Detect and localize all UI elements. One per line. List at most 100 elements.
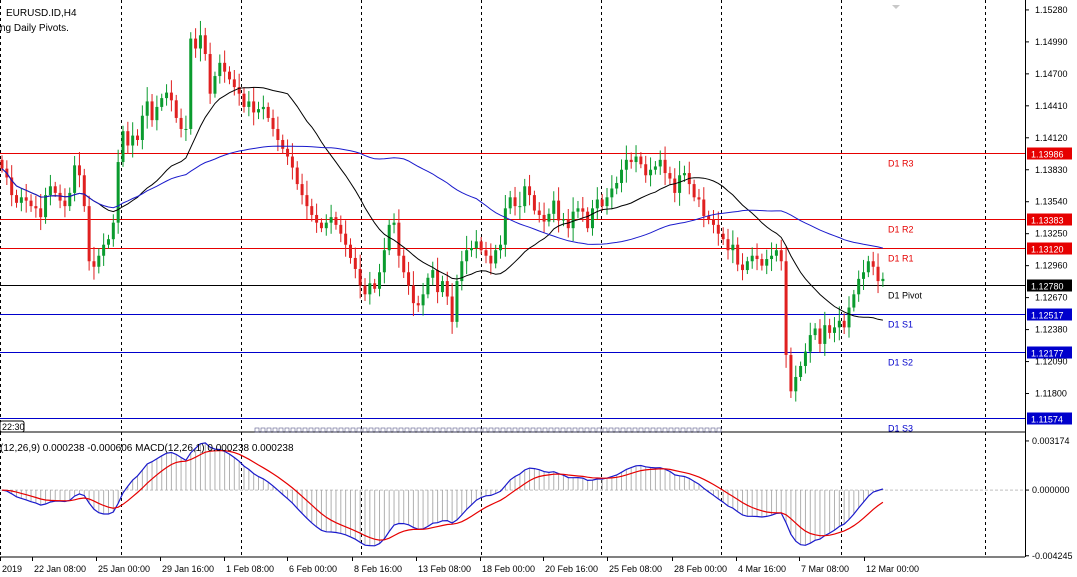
candle-body bbox=[518, 206, 522, 208]
candle-body bbox=[411, 285, 415, 304]
strip-mark bbox=[374, 427, 380, 433]
strip-mark bbox=[716, 427, 722, 433]
candle-body bbox=[605, 197, 609, 207]
candle-body bbox=[344, 233, 348, 245]
candle-body bbox=[508, 197, 512, 209]
strip-mark bbox=[422, 427, 428, 433]
candle-body bbox=[402, 255, 406, 273]
candle-body bbox=[653, 166, 657, 170]
candle-body bbox=[600, 199, 604, 207]
candle-body bbox=[586, 211, 590, 229]
level-price-text: 1.12780 bbox=[1031, 282, 1064, 292]
candle-body bbox=[34, 206, 38, 209]
candle-body bbox=[305, 195, 309, 207]
strip-mark bbox=[566, 427, 572, 433]
price-tick-label: 1.14990 bbox=[1035, 37, 1068, 47]
candle-body bbox=[203, 35, 207, 55]
candle-body bbox=[126, 131, 130, 146]
candle-body bbox=[286, 148, 290, 157]
macd-pane[interactable] bbox=[0, 442, 1025, 547]
price-tick-label: 1.12090 bbox=[1035, 357, 1068, 367]
candle-body bbox=[247, 101, 251, 107]
candle-body bbox=[363, 285, 367, 295]
level-price-tag bbox=[1027, 242, 1072, 255]
shift-marker-icon[interactable] bbox=[892, 5, 900, 9]
candle-body bbox=[765, 259, 769, 266]
candle-body bbox=[474, 241, 478, 249]
candle-body bbox=[784, 261, 788, 355]
candle-body bbox=[0, 159, 4, 169]
strip-mark bbox=[644, 427, 650, 433]
level-price-text: 1.13986 bbox=[1031, 150, 1064, 160]
candle-body bbox=[847, 307, 851, 328]
candle-body bbox=[10, 177, 14, 196]
candle-body bbox=[416, 303, 420, 306]
candle-body bbox=[319, 222, 323, 229]
strip-mark bbox=[704, 427, 710, 433]
candle-body bbox=[576, 208, 580, 212]
price-axis[interactable]: 1.15280 1.14990 1.14700 1.14410 1.14120 1.138… bbox=[1025, 5, 1068, 399]
candle-body bbox=[532, 195, 536, 211]
time-tick-label: 1 Feb 08:00 bbox=[226, 564, 274, 574]
strip-mark bbox=[650, 427, 656, 433]
strip-mark bbox=[368, 427, 374, 433]
strip-mark bbox=[398, 427, 404, 433]
strip-mark bbox=[350, 427, 356, 433]
strip-mark bbox=[284, 427, 290, 433]
candle-body bbox=[329, 217, 333, 223]
strip-mark bbox=[668, 427, 674, 433]
candle-body bbox=[557, 200, 561, 221]
candle-body bbox=[779, 250, 783, 262]
time-tick-label: 28 Feb 00:00 bbox=[674, 564, 727, 574]
strip-mark bbox=[362, 427, 368, 433]
strip-mark bbox=[302, 427, 308, 433]
candle-body bbox=[479, 241, 483, 251]
candle-body bbox=[469, 248, 473, 251]
candle-body bbox=[741, 264, 745, 271]
strip-mark bbox=[518, 427, 524, 433]
price-tick-label: 1.14410 bbox=[1035, 101, 1068, 111]
candle-body bbox=[213, 76, 217, 94]
candle-body bbox=[484, 250, 488, 256]
candle-body bbox=[731, 244, 735, 251]
level-price-text: 1.12177 bbox=[1031, 349, 1064, 359]
level-price-text: 1.12517 bbox=[1031, 311, 1064, 321]
candle-body bbox=[789, 354, 793, 392]
ma-fast-line bbox=[1, 86, 883, 321]
strip-mark bbox=[278, 427, 284, 433]
macd-lines bbox=[0, 442, 1025, 547]
level-label: D1 Pivot bbox=[888, 291, 923, 301]
strip-mark bbox=[482, 427, 488, 433]
time-tick-label: 29 Jan 16:00 bbox=[162, 564, 214, 574]
strip-mark bbox=[542, 427, 548, 433]
candle-body bbox=[150, 101, 154, 121]
candle-body bbox=[711, 219, 715, 225]
candle-body bbox=[82, 175, 86, 207]
strip-mark bbox=[410, 427, 416, 433]
candle-body bbox=[131, 135, 135, 146]
candlestick-series bbox=[0, 20, 885, 402]
strip-mark bbox=[326, 427, 332, 433]
price-tick-label: 1.14700 bbox=[1035, 69, 1068, 79]
candle-body bbox=[702, 199, 706, 217]
time-tick-label: 22 Jan 08:00 bbox=[34, 564, 86, 574]
candle-body bbox=[295, 167, 299, 185]
moving-averages bbox=[1, 86, 884, 321]
candle-body bbox=[421, 294, 425, 306]
candle-body bbox=[223, 62, 227, 72]
time-axis[interactable]: 2019 22 Jan 08:00 25 Jan 00:00 29 Jan 16:00… bbox=[0, 557, 920, 574]
strip-mark bbox=[692, 427, 698, 433]
candle-body bbox=[368, 283, 372, 295]
time-tick-label: 12 Mar 00:00 bbox=[866, 564, 919, 574]
candle-body bbox=[460, 261, 464, 282]
candle-body bbox=[678, 175, 682, 193]
candle-body bbox=[513, 197, 517, 207]
candle-body bbox=[721, 233, 725, 240]
strip-mark bbox=[662, 427, 668, 433]
strip-mark bbox=[620, 427, 626, 433]
candle-body bbox=[339, 224, 343, 234]
time-tick-label: 25 Feb 08:00 bbox=[609, 564, 662, 574]
candle-body bbox=[489, 255, 493, 264]
price-pane[interactable]: D1 R3 D1 R2 D1 R1 D1 Pivot D1 S1 D1 S2 D1 S3 bbox=[0, 20, 1025, 434]
